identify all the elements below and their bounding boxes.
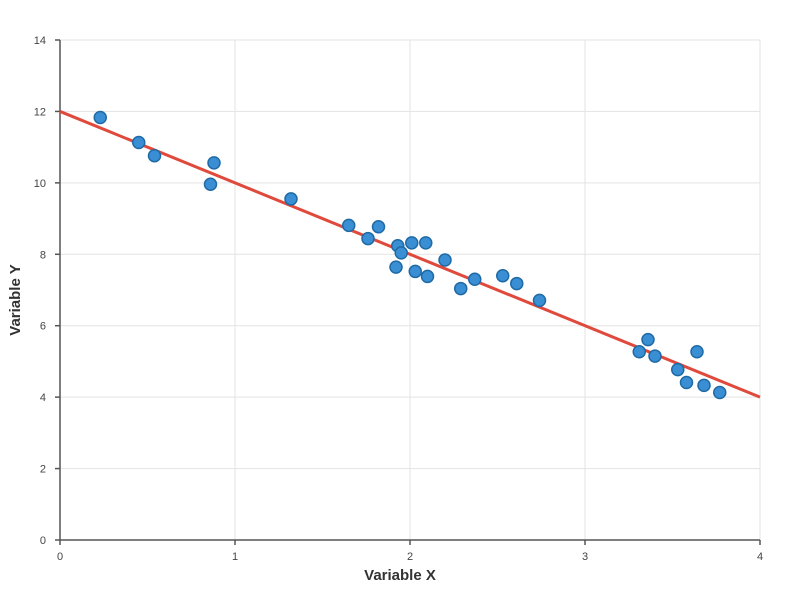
data-point [510,276,524,291]
data-point [361,231,375,246]
y-tick-label: 14 [34,35,46,47]
data-point [648,349,662,363]
y-tick-label: 12 [34,106,46,118]
data-point [679,375,694,390]
data-point [713,385,727,400]
data-point [468,272,482,287]
data-point [207,156,221,170]
x-tick-label: 2 [407,551,413,563]
x-axis-title: Variable X [364,567,436,584]
y-tick-label: 4 [40,392,46,404]
data-point [389,260,403,274]
data-point [203,177,218,192]
x-tick-label: 4 [757,551,763,563]
data-point [697,378,711,393]
data-point [284,192,298,206]
data-point [419,236,433,250]
data-point [496,268,510,283]
data-point [454,281,468,296]
data-point [690,345,704,359]
data-point [438,253,452,267]
data-point [641,332,655,347]
y-axis-title: Variable Y [7,264,24,335]
data-point [532,293,547,308]
x-tick-label: 0 [57,551,63,563]
data-points [93,110,727,400]
data-point [394,246,408,260]
y-tick-label: 0 [40,535,46,547]
data-point [93,110,107,125]
y-tick-label: 10 [34,178,46,190]
data-point [405,236,419,250]
axes [55,39,761,545]
data-point [132,135,146,150]
x-tick-label: 3 [582,551,588,563]
data-point [671,362,685,377]
y-tick-label: 6 [40,321,46,333]
data-point [371,220,386,234]
y-tick-label: 8 [40,249,46,261]
data-point [147,148,162,163]
data-point [632,345,646,359]
x-tick-label: 1 [232,551,238,563]
grid [60,39,761,540]
data-point [408,264,422,279]
y-tick-label: 2 [40,464,46,476]
data-point [342,218,356,233]
data-point [420,269,435,284]
